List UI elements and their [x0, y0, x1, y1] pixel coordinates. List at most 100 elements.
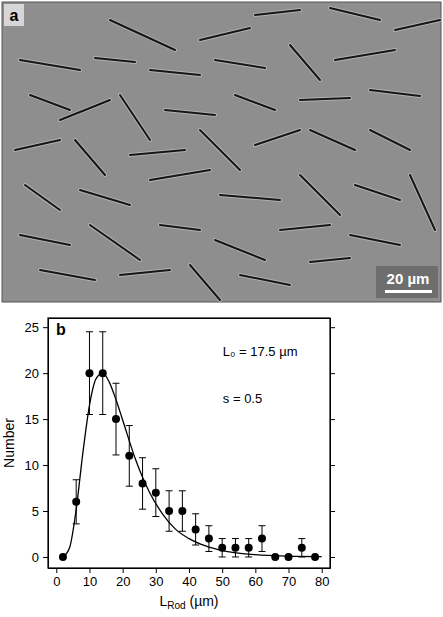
rod-halo	[160, 225, 200, 230]
rod-halo	[255, 10, 300, 15]
axis-line	[49, 318, 331, 319]
rod	[370, 90, 420, 96]
rod	[30, 95, 70, 110]
rod-halo	[75, 140, 105, 175]
error-bar-cap	[192, 513, 199, 514]
tick: 80	[315, 568, 329, 589]
rod	[255, 10, 300, 15]
rod	[355, 185, 400, 200]
rod	[20, 235, 70, 245]
micrograph-panel: a20 µm	[2, 2, 441, 302]
rod-halo	[200, 130, 240, 170]
rod-halo	[40, 270, 95, 280]
rod-halo	[25, 185, 60, 210]
tick-mark	[156, 568, 157, 573]
tick: 25	[25, 320, 48, 335]
x-axis-title-sub: Rod	[167, 600, 185, 611]
rod	[330, 8, 380, 20]
tick-mark	[322, 568, 323, 573]
rod-halo	[330, 8, 380, 20]
axis-line	[330, 319, 331, 569]
rod	[200, 28, 250, 40]
rod-halo	[120, 95, 150, 140]
tick-mark	[330, 373, 335, 374]
tick-label: 40	[182, 574, 196, 589]
tick-label: 25	[25, 320, 39, 335]
rod	[395, 20, 440, 30]
error-bar-cap	[298, 538, 305, 539]
y-axis: 0510152025	[25, 319, 49, 569]
tick-label: 60	[249, 574, 263, 589]
error-bar-cap	[152, 468, 159, 469]
rod	[130, 150, 185, 155]
rod-halo	[255, 130, 300, 145]
tick-label: 30	[149, 574, 163, 589]
error-bar-cap	[73, 479, 80, 480]
data-point	[258, 535, 266, 543]
tick-mark	[43, 511, 48, 512]
rod-halo	[165, 110, 215, 115]
x-axis-top	[49, 318, 331, 320]
rod	[120, 95, 150, 140]
rod	[190, 265, 220, 300]
error-bar-cap	[99, 331, 106, 332]
tick-label: 10	[83, 574, 97, 589]
rod-halo	[240, 275, 290, 285]
rod	[40, 270, 95, 280]
tick	[330, 327, 335, 328]
rod-halo	[110, 20, 175, 50]
rod-halo	[350, 235, 400, 245]
tick-mark	[330, 557, 335, 558]
tick-mark	[255, 568, 256, 573]
tick-mark	[330, 511, 335, 512]
rod-halo	[410, 175, 435, 230]
tick: 20	[25, 366, 48, 381]
data-point	[85, 369, 93, 377]
rod	[290, 45, 320, 80]
rod-halo	[15, 140, 60, 150]
tick-mark	[43, 327, 48, 328]
error-bar-cap	[113, 454, 120, 455]
rod-halo	[80, 190, 130, 205]
plot-frame	[48, 318, 330, 568]
rod	[220, 195, 280, 200]
rod-halo	[200, 28, 250, 40]
rod	[150, 170, 210, 180]
rod-halo	[300, 98, 350, 100]
rod	[370, 130, 410, 150]
rod	[80, 190, 130, 205]
rod	[300, 175, 340, 215]
error-bar-cap	[126, 425, 133, 426]
rod-halo	[215, 60, 265, 68]
rod-halo	[130, 150, 185, 155]
rod-halo	[120, 270, 170, 275]
error-bar-cap	[86, 331, 93, 332]
tick-label: 20	[25, 366, 39, 381]
rod	[110, 20, 175, 50]
error-bar-cap	[219, 556, 226, 557]
data-point	[152, 489, 160, 497]
tick-mark	[330, 465, 335, 466]
tick-label: 15	[25, 412, 39, 427]
rod-halo	[290, 45, 320, 80]
x-axis-title-part: (µm)	[186, 593, 219, 609]
tick: 50	[215, 568, 229, 589]
x-axis: 01020304050607080	[49, 568, 331, 589]
tick-mark	[222, 568, 223, 573]
fit-curve	[63, 373, 322, 557]
rod	[310, 130, 355, 150]
error-bar-cap	[152, 516, 159, 517]
error-bar	[258, 526, 265, 552]
rod-halo	[20, 60, 80, 70]
error-bar-cap	[258, 525, 265, 526]
rod	[310, 258, 350, 262]
rod	[235, 95, 275, 110]
rods	[15, 8, 440, 300]
tick-label: 80	[315, 574, 329, 589]
rod-halo	[190, 265, 220, 300]
data-point	[245, 544, 253, 552]
tick: 10	[25, 458, 48, 473]
rod	[150, 70, 200, 75]
chart-panel: 010203040506070800510152025bL₀ = 17.5 µm…	[1, 318, 335, 611]
tick-label: 10	[25, 458, 39, 473]
